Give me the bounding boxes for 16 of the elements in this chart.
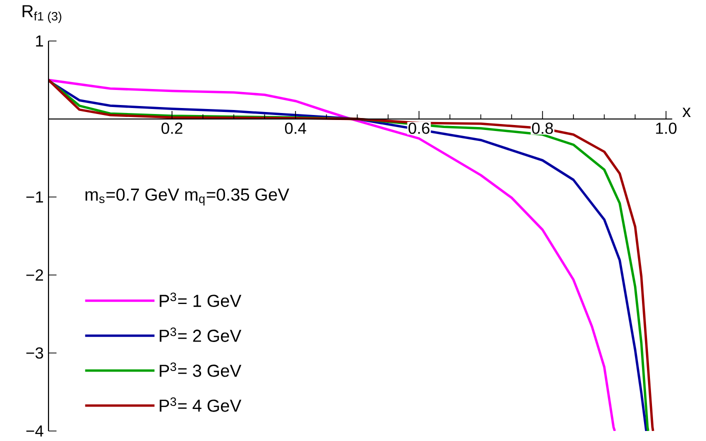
y-tick-label: 1 bbox=[36, 35, 44, 46]
annotation: m$_{s}$=0.7 GeV m$_{q}$=0.35 GeV bbox=[86, 188, 290, 206]
x-tick-label: 0.4 bbox=[285, 122, 306, 134]
y-tick-label: −3 bbox=[26, 347, 44, 359]
x-tick-label: 0.6 bbox=[408, 122, 430, 134]
x-tick-label: 1.0 bbox=[656, 122, 677, 134]
legend-label: P$^{3}$= 1 GeV bbox=[160, 292, 242, 308]
y-tick-label: −2 bbox=[26, 269, 43, 281]
x-axis-title: x bbox=[682, 108, 691, 117]
legend-label: P$^{3}$= 3 GeV bbox=[160, 362, 242, 377]
y-axis-title: R$_{f1 (3)}$ bbox=[22, 5, 62, 23]
x-tick-label: 0.2 bbox=[162, 122, 182, 134]
y-tick-label: −4 bbox=[26, 425, 44, 436]
y-tick-label: −1 bbox=[26, 191, 44, 202]
legend-label: P$^{3}$= 2 GeV bbox=[160, 328, 242, 342]
legend-label: P$^{3}$= 4 GeV bbox=[160, 397, 242, 412]
